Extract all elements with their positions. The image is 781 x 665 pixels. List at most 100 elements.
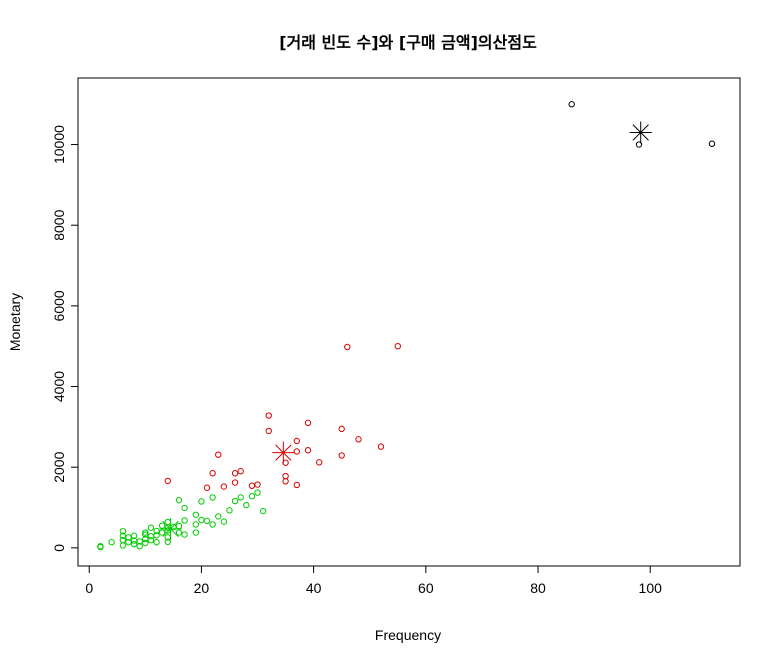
y-tick-label: 0 — [51, 544, 67, 552]
cluster-center-marker — [272, 441, 295, 464]
data-point — [243, 501, 250, 509]
data-points — [97, 101, 716, 551]
data-point — [220, 483, 228, 490]
x-axis: 0 20 40 60 80 100 — [85, 565, 663, 596]
data-point — [259, 507, 267, 515]
data-point — [147, 532, 155, 540]
data-point — [125, 534, 132, 541]
data-point — [108, 539, 115, 546]
data-point — [153, 539, 160, 546]
data-point — [304, 419, 312, 427]
data-point — [304, 447, 312, 454]
data-point — [231, 479, 239, 486]
data-point — [136, 543, 143, 550]
data-point — [130, 541, 138, 548]
x-tick-label: 40 — [306, 580, 322, 596]
data-point — [198, 498, 205, 505]
chart-title: [거래 빈도 수]와 [구매 금액]의산점도 — [279, 33, 537, 52]
data-point — [153, 532, 160, 539]
cluster-centers — [159, 121, 652, 540]
data-point — [147, 536, 155, 544]
data-point — [175, 522, 183, 530]
data-point — [355, 436, 362, 443]
data-point — [192, 521, 200, 528]
x-tick-label: 0 — [85, 580, 93, 596]
cluster-center-marker — [159, 517, 182, 540]
data-point — [231, 470, 239, 477]
data-point — [254, 489, 261, 496]
data-point — [248, 493, 256, 500]
data-point — [192, 511, 200, 518]
y-axis: 0 2000 4000 6000 8000 10000 — [51, 125, 79, 552]
data-point — [198, 516, 205, 524]
data-point — [153, 527, 160, 535]
data-point — [158, 522, 166, 529]
data-point — [130, 532, 138, 539]
data-point — [175, 529, 183, 536]
data-point — [164, 538, 171, 546]
data-point — [142, 531, 149, 538]
data-point — [158, 529, 166, 536]
y-tick-label: 10000 — [51, 125, 67, 164]
y-tick-label: 6000 — [51, 290, 67, 321]
data-point — [568, 101, 575, 108]
data-point — [248, 482, 256, 489]
data-point — [394, 342, 401, 350]
data-point — [203, 517, 211, 525]
data-point — [377, 443, 385, 450]
data-point — [125, 539, 132, 546]
data-point — [265, 412, 272, 419]
data-point — [237, 494, 244, 501]
x-tick-label: 80 — [530, 580, 546, 596]
data-point — [282, 472, 289, 480]
data-point — [209, 494, 216, 501]
data-point — [226, 507, 233, 514]
plot-frame — [77, 77, 741, 567]
x-tick-label: 20 — [194, 580, 210, 596]
x-tick-label: 60 — [418, 580, 434, 596]
cluster-center-marker — [629, 121, 652, 144]
y-tick-label: 4000 — [51, 371, 67, 402]
data-point — [97, 543, 104, 551]
data-point — [338, 452, 345, 459]
data-point — [209, 470, 216, 477]
y-axis-label: Monetary — [7, 293, 23, 351]
data-point — [136, 538, 143, 545]
data-point — [282, 478, 289, 485]
y-tick-label: 8000 — [51, 209, 67, 240]
data-point — [203, 484, 211, 491]
data-point — [220, 518, 228, 525]
data-point — [635, 141, 643, 148]
data-point — [708, 140, 716, 147]
data-point — [175, 497, 183, 504]
data-point — [265, 427, 272, 435]
data-point — [119, 536, 127, 544]
data-point — [293, 448, 300, 455]
data-point — [192, 529, 200, 536]
data-point — [237, 468, 244, 475]
data-point — [119, 528, 127, 535]
data-point — [293, 437, 300, 445]
data-point — [254, 481, 261, 488]
data-point — [293, 481, 300, 489]
y-tick-label: 2000 — [51, 451, 67, 482]
data-point — [181, 504, 188, 512]
data-point — [147, 524, 155, 531]
data-point — [164, 477, 171, 485]
data-point — [231, 497, 239, 505]
data-point — [142, 529, 149, 536]
data-point — [215, 451, 222, 458]
x-axis-label: Frequency — [375, 627, 441, 643]
data-point — [181, 531, 188, 538]
data-point — [215, 513, 222, 520]
x-tick-label: 100 — [639, 580, 663, 596]
data-point — [142, 539, 149, 547]
data-point — [119, 532, 127, 539]
data-point — [119, 542, 127, 549]
data-point — [344, 343, 351, 351]
data-point — [209, 521, 216, 528]
data-point — [338, 425, 345, 433]
data-point — [181, 517, 188, 524]
data-point — [316, 459, 323, 466]
